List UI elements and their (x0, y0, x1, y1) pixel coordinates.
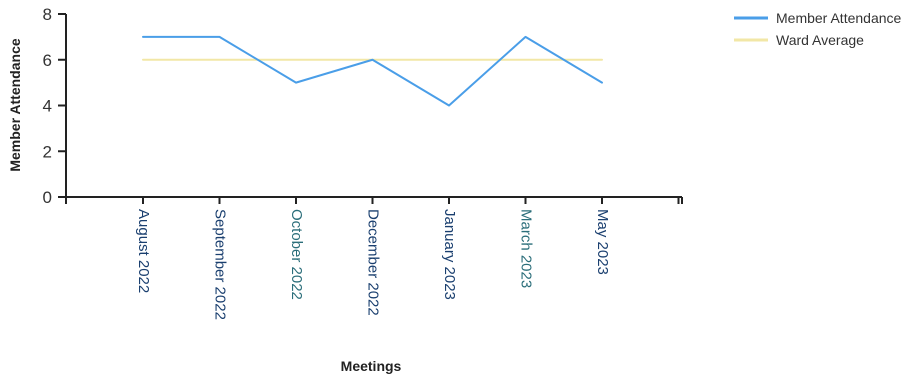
legend: Member Attendance Ward Average (734, 10, 902, 48)
y-tick-label: 6 (43, 51, 52, 70)
x-tick-label: January 2023 (441, 209, 458, 300)
x-axis-title: Meetings (341, 358, 402, 374)
x-tick-label: September 2022 (212, 209, 229, 320)
x-tick-label: March 2023 (518, 209, 535, 288)
series-line-member-attendance (142, 35, 603, 107)
y-axis: 0 2 4 6 8 (43, 5, 67, 207)
y-axis-title: Member Attendance (7, 38, 23, 172)
x-axis: August 2022 September 2022 October 2022 Dec… (65, 196, 683, 320)
y-tick-label: 2 (43, 142, 52, 161)
y-tick-label: 4 (43, 97, 52, 116)
legend-label: Ward Average (776, 32, 864, 48)
y-tick-label: 0 (43, 188, 52, 207)
y-tick-label: 8 (43, 5, 52, 24)
series-lines (142, 35, 603, 107)
x-tick-label: May 2023 (594, 209, 611, 275)
x-tick-label: October 2022 (288, 209, 305, 300)
x-tick-label: August 2022 (135, 209, 152, 293)
x-tick-label: December 2022 (365, 209, 382, 316)
legend-label: Member Attendance (776, 10, 902, 26)
